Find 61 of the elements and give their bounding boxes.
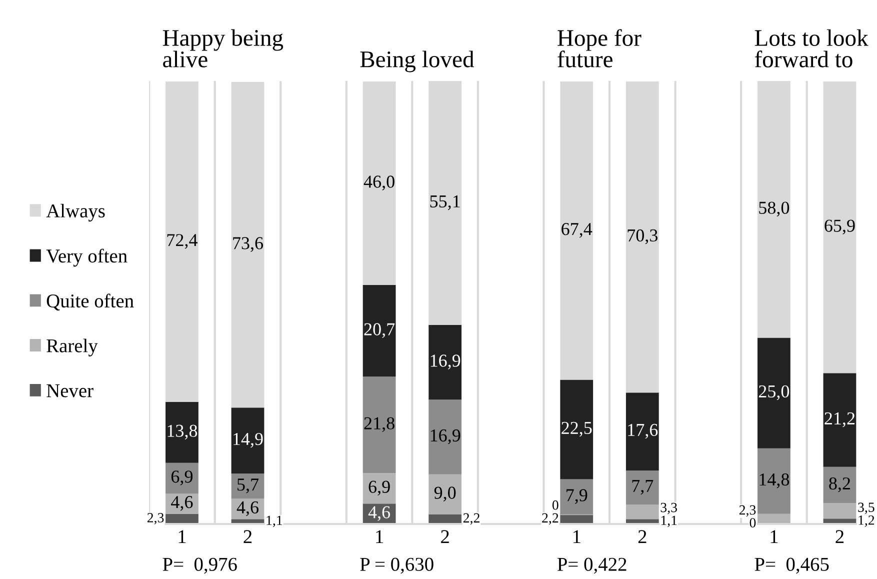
legend-label: Quite often [46, 294, 134, 310]
text: Hope for future [558, 29, 642, 68]
data-label: 4,6 [368, 506, 390, 521]
data-label: 46,0 [364, 176, 394, 190]
data-label: 1,1 [266, 516, 282, 528]
text: Being loved [360, 50, 474, 72]
data-label: 5,7 [238, 478, 259, 494]
data-label: 17,6 [628, 424, 658, 439]
data-label: 6,9 [171, 470, 193, 486]
data-label: 67,4 [562, 223, 592, 238]
x-tick-label: 1 [376, 530, 383, 544]
data-label: 7,9 [566, 489, 588, 504]
data-label: 7,7 [632, 480, 654, 495]
legend-label: Never [46, 384, 94, 398]
data-label: 13,8 [168, 424, 198, 440]
text: Happy being alive [162, 29, 284, 68]
text: P = 0,630 [360, 558, 434, 574]
data-label: 2,3 [739, 505, 756, 517]
data-label: 21,8 [364, 417, 394, 432]
x-tick-label: 1 [178, 530, 186, 544]
data-label: 0 [552, 500, 558, 510]
data-label: 65,9 [824, 220, 855, 234]
text: P= 0,976 [162, 558, 237, 574]
data-label: 72,4 [167, 234, 198, 249]
legend-label: Always [46, 204, 105, 222]
x-tick-label: 2 [638, 530, 646, 544]
data-label: 8,2 [829, 477, 850, 492]
data-label: 3,3 [660, 502, 677, 514]
x-tick-label: 2 [836, 530, 844, 544]
data-label: 21,2 [824, 412, 855, 428]
data-label: 58,0 [759, 202, 790, 216]
data-label: 1,2 [858, 515, 874, 527]
data-label: 1,1 [661, 516, 677, 528]
data-label: 2,3 [147, 513, 164, 524]
data-label: 16,9 [430, 354, 460, 370]
x-tick-label: 1 [573, 530, 580, 544]
data-label: 73,6 [233, 237, 264, 252]
data-label: 14,8 [760, 473, 790, 488]
text: P= 0,465 [754, 558, 829, 574]
data-label: 9,0 [434, 486, 456, 502]
data-label: 3,5 [858, 502, 874, 514]
data-label: 2,2 [542, 513, 558, 525]
x-tick-label: 2 [441, 530, 449, 544]
data-label: 4,6 [171, 496, 193, 511]
x-tick-label: 2 [244, 530, 252, 544]
data-label: 70,3 [628, 229, 658, 244]
legend-label: Rarely [46, 338, 98, 356]
data-label: 22,5 [562, 422, 592, 437]
data-label: 6,9 [368, 480, 390, 496]
data-label: 4,6 [236, 501, 258, 516]
legend-label: Very often [46, 248, 128, 267]
data-label: 14,9 [234, 432, 263, 448]
data-label: 16,9 [430, 429, 460, 444]
data-label: 20,7 [364, 323, 395, 338]
data-label: 2,2 [463, 513, 480, 525]
data-label: 0 [750, 518, 756, 528]
x-tick-label: 1 [770, 530, 778, 544]
text: Lots to look forward to [754, 29, 868, 68]
data-label: 55,1 [430, 195, 460, 210]
text: P= 0,422 [557, 558, 626, 574]
data-label: 25,0 [758, 385, 790, 400]
